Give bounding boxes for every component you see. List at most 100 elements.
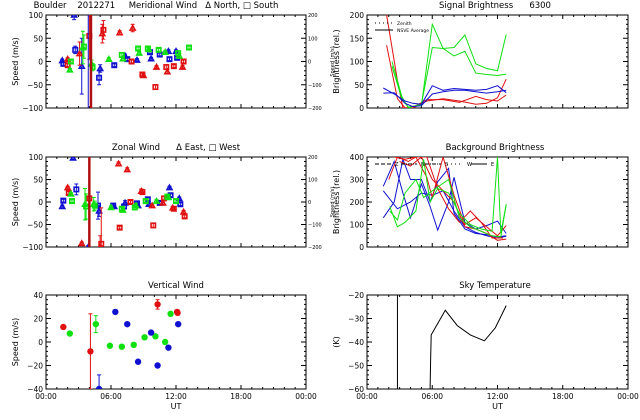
- y-tick-label: 0: [38, 58, 43, 67]
- legend-label: E: [491, 162, 494, 168]
- data-point-square: [155, 46, 162, 53]
- panel-signal: Signal Brightness 6300 200 150 100 50 0 Bright…: [332, 1, 629, 113]
- right-y-tick-label: 100: [308, 36, 318, 42]
- data-point-triangle: [77, 239, 86, 247]
- data-point-triangle: [145, 45, 153, 53]
- right-y-tick-label: 200: [308, 13, 318, 19]
- x-tick-label: 00:00: [295, 392, 317, 401]
- data-point-triangle: [123, 165, 132, 173]
- data-point-triangle: [69, 157, 77, 161]
- y-tick-label: −100: [22, 243, 43, 252]
- series-line: [429, 305, 507, 389]
- y-tick-label: −60: [348, 385, 364, 394]
- plot-area: [58, 157, 188, 247]
- data-point: [60, 323, 67, 331]
- panel-background: Background Brightness 400 300 200 100 0 Bright…: [332, 143, 629, 252]
- right-y-tick-label: −200: [308, 106, 322, 112]
- y-tick-label: 100: [350, 58, 365, 67]
- data-point: [174, 320, 182, 328]
- x-tick-label: 12:00: [487, 392, 509, 401]
- y-tick-label: 300: [350, 176, 365, 185]
- chart-title: Sky Temperature: [459, 281, 531, 291]
- data-point: [167, 310, 174, 317]
- data-point-square: [67, 58, 74, 65]
- y-tick-label: 0: [38, 198, 43, 207]
- plot-area: [383, 15, 507, 108]
- y-axis-label: Speed (m/s): [11, 178, 20, 227]
- data-point-square: [111, 62, 118, 69]
- data-point: [161, 338, 169, 346]
- data-point-square: [139, 189, 146, 196]
- data-point-triangle: [63, 183, 72, 191]
- x-axis-label: UT: [171, 402, 182, 411]
- y-tick-label: −50: [27, 81, 43, 90]
- right-y-tick-label: −100: [308, 223, 322, 229]
- right-y-tick-label: −200: [308, 245, 322, 251]
- data-point-square: [142, 198, 149, 205]
- y-axis-label: Brightness (rel.): [332, 170, 341, 234]
- data-point-square: [116, 224, 123, 231]
- panel-meridional: Boulder 2012271 Meridional Wind Δ North,…: [11, 1, 336, 113]
- plot-area: [382, 157, 507, 241]
- series-line: [389, 178, 507, 238]
- data-point-triangle: [121, 198, 129, 206]
- data-point: [87, 348, 94, 355]
- data-point-square: [100, 26, 107, 33]
- y-axis-label: Speed (m/s): [11, 37, 20, 86]
- chart-title: Background Brightness: [446, 143, 545, 153]
- series-line: [391, 22, 507, 108]
- x-axis-label: UT: [492, 402, 503, 411]
- data-point: [147, 329, 155, 336]
- legend-label: W: [467, 162, 472, 168]
- data-point-triangle: [133, 55, 141, 63]
- data-point-square: [60, 197, 67, 204]
- y-tick-label: 50: [33, 34, 43, 43]
- data-point-square: [166, 56, 173, 63]
- plot-frame: [45, 14, 307, 109]
- data-point-triangle: [96, 64, 105, 72]
- data-point-square: [69, 198, 76, 205]
- data-point: [66, 330, 74, 337]
- x-tick-label: 06:00: [421, 392, 443, 401]
- data-point-triangle: [161, 48, 170, 55]
- data-point-triangle: [104, 55, 113, 62]
- data-point: [112, 308, 119, 316]
- series-line: [389, 157, 507, 234]
- data-point-square: [128, 58, 135, 65]
- y-tick-label: 0: [359, 104, 364, 113]
- y-tick-label: −50: [27, 221, 43, 230]
- y-tick-label: 100: [29, 11, 44, 20]
- data-point-triangle: [58, 202, 67, 210]
- data-point-square: [73, 186, 80, 193]
- legend-label: Z: [395, 162, 399, 168]
- y-tick-label: −40: [27, 385, 43, 394]
- data-point-triangle: [128, 23, 137, 31]
- y-tick-label: 150: [350, 34, 365, 43]
- data-point: [174, 309, 181, 317]
- chart-title: Vertical Wind: [148, 281, 204, 291]
- series-line: [394, 157, 503, 239]
- data-point-triangle: [135, 48, 144, 56]
- data-point: [106, 342, 114, 349]
- data-point-triangle: [107, 203, 115, 211]
- data-point-square: [91, 202, 98, 209]
- y-tick-label: 200: [350, 11, 365, 20]
- y-tick-label: 40: [33, 291, 43, 300]
- y-tick-label: 400: [350, 153, 365, 162]
- x-tick-label: 18:00: [230, 392, 252, 401]
- y-tick-label: −50: [348, 362, 364, 371]
- plot-area: [60, 299, 182, 389]
- y-tick-label: 50: [33, 176, 43, 185]
- series-line: [386, 45, 507, 108]
- y-axis-label: Brightness (rel.): [332, 29, 341, 93]
- data-point: [95, 385, 103, 389]
- data-point: [92, 320, 100, 328]
- data-point-square: [135, 45, 142, 52]
- data-point-square: [127, 199, 134, 206]
- right-y-axis-label: Speed (m/s): [330, 187, 336, 217]
- data-point-triangle: [165, 183, 174, 191]
- data-point-triangle: [164, 193, 173, 201]
- right-y-tick-label: 200: [308, 155, 318, 161]
- panel-vertical: Vertical Wind 40 20 0 −20 −40 Speed (m/s) 00:00…: [11, 281, 317, 411]
- data-point: [154, 301, 161, 308]
